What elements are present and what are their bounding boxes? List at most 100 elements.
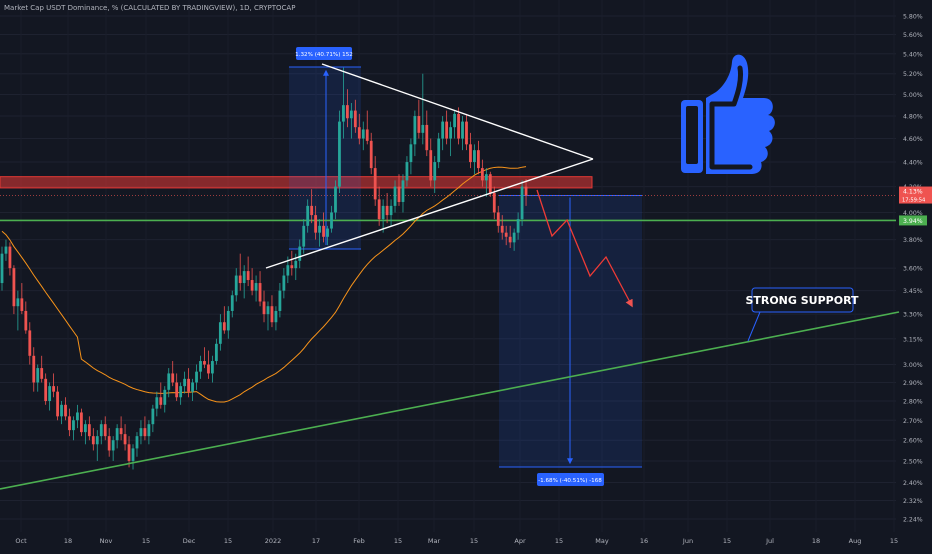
x-axis: Oct 18 Nov 15 Dec 15 2022 17 Feb 15 Mar 15 Apr 15 May 1… [15, 537, 898, 545]
candle-body [230, 295, 234, 311]
candle-body [349, 110, 353, 119]
candle-body [286, 265, 290, 276]
x-tick-label: 17 [312, 537, 320, 545]
candle-body [214, 343, 218, 362]
candle-body [385, 205, 389, 216]
candle-body [480, 168, 484, 181]
y-tick-label: 2.60% [903, 438, 923, 445]
candle-body [242, 271, 246, 284]
measure-up-label-bg [296, 47, 352, 60]
moving-average-layer [1, 166, 527, 403]
candle-body [334, 186, 337, 213]
y-tick-label: 2.80% [903, 399, 923, 406]
candle-body [76, 412, 79, 421]
y-tick-label: 5.20% [903, 71, 923, 78]
y-tick-label: 5.60% [903, 32, 923, 39]
candle-body [72, 420, 75, 431]
candle-body [179, 386, 183, 398]
candle-body [282, 275, 286, 291]
candle-body [60, 404, 63, 417]
candle-body [258, 283, 262, 302]
candle-body [445, 121, 449, 139]
candle-body [453, 113, 456, 128]
y-tick-label: 4.80% [903, 114, 923, 121]
y-tick-label: 2.70% [903, 418, 923, 425]
candle-body [167, 373, 171, 390]
candle-body [40, 368, 44, 379]
candle-body [123, 434, 127, 445]
candle-body [492, 192, 496, 213]
candle-body [203, 361, 206, 365]
candle-body [207, 364, 210, 374]
candles [0, 67, 528, 470]
candle-body [191, 382, 194, 392]
candle-body [270, 306, 274, 323]
candle-body [373, 168, 377, 200]
candle-body [318, 225, 321, 233]
candle-body [99, 424, 103, 437]
candle-body [365, 129, 369, 141]
candle-body [405, 162, 409, 181]
y-tick-label: 2.90% [903, 380, 923, 387]
candle-body [393, 186, 397, 206]
y-tick-label: 4.40% [903, 160, 923, 167]
annotation-pointer [747, 311, 761, 342]
zones [0, 66, 896, 468]
candle-body [524, 186, 528, 196]
candle-body [306, 205, 310, 226]
x-tick-label: 15 [723, 537, 731, 545]
candle-body [314, 215, 318, 233]
candle-body [111, 440, 115, 451]
candle-body [143, 428, 147, 437]
chart-title: Market Cap USDT Dominance, % (CALCULATED… [4, 4, 296, 12]
candle-body [425, 124, 429, 151]
candle-body [409, 144, 413, 163]
strong-support-trendline [0, 311, 900, 490]
candle-body [369, 140, 373, 169]
candle-body [461, 121, 464, 139]
candle-body [151, 408, 155, 425]
y-axis: 5.80% 5.60% 5.40% 5.20% 5.00% 4.80% 4.60% 4.40%… [899, 14, 932, 524]
candle-body [322, 225, 325, 237]
candle-body [326, 228, 329, 237]
candle-body [52, 386, 56, 392]
candle-body [95, 436, 99, 445]
candle-body [135, 436, 139, 449]
candle-body [68, 416, 71, 431]
candle-body [504, 232, 508, 237]
candle-body [226, 310, 230, 331]
x-tick-label: Oct [15, 537, 27, 545]
measure-down-label-bg [537, 473, 604, 486]
y-tick-label: 2.40% [903, 480, 923, 487]
x-tick-label: Apr [514, 537, 526, 545]
candle-body [417, 116, 421, 133]
candle-body [8, 246, 12, 269]
y-tick-label: 3.15% [903, 336, 923, 343]
y-tick-label: 3.45% [903, 288, 923, 295]
candle-body [127, 444, 131, 461]
candle-body [91, 436, 95, 445]
candle-body [234, 275, 238, 296]
candle-body [413, 116, 417, 145]
x-tick-label: Mar [428, 537, 441, 545]
candle-body [457, 113, 460, 139]
candle-body [381, 205, 385, 220]
y-tick-label: 4.00% [903, 210, 923, 217]
x-tick-label: 2022 [265, 537, 282, 545]
triangle-lower-line [265, 158, 594, 269]
x-tick-label: Feb [353, 537, 365, 545]
candle-body [353, 110, 357, 128]
candle-body [254, 283, 258, 291]
candle-body [465, 121, 468, 145]
measure-up-label: 1.32% (40.71%) 152 [295, 52, 353, 58]
candle-body [496, 212, 500, 226]
candle-body [159, 397, 163, 405]
annotation-text: STRONG SUPPORT [745, 294, 859, 307]
candle-body [115, 428, 119, 441]
candle-body [437, 138, 441, 163]
candle-body [484, 174, 488, 181]
projection-arrow [536, 189, 633, 308]
